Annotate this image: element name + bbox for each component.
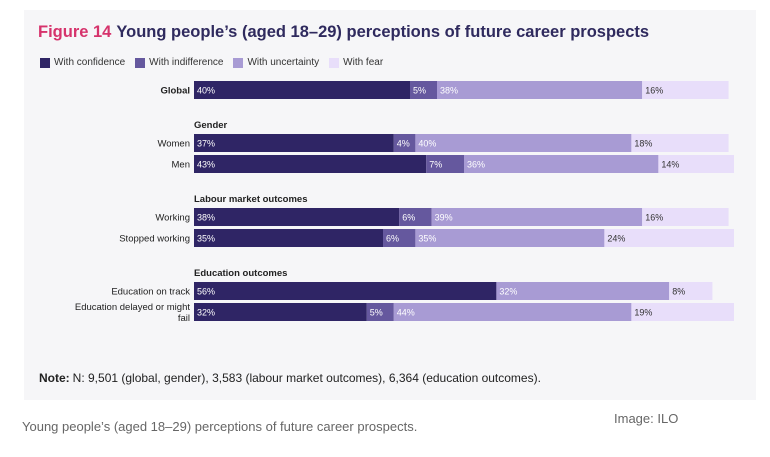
bar-segment: [194, 81, 410, 99]
figure-title-text: Young people’s (aged 18–29) perceptions …: [116, 23, 650, 41]
figure-card: Figure 14 Young people’s (aged 18–29) per…: [24, 10, 756, 400]
legend-item: With indifference: [135, 57, 223, 68]
bar-segment: [464, 155, 659, 173]
bar-segment: [631, 303, 734, 321]
data-label: 7%: [429, 160, 442, 170]
bar-segment: [393, 134, 416, 152]
data-label: 16%: [645, 213, 663, 223]
category-label: Men: [172, 160, 190, 171]
data-label: 35%: [197, 234, 215, 244]
bar-segment: [194, 134, 394, 152]
data-label: 44%: [397, 308, 415, 318]
bar-segment: [194, 303, 367, 321]
bar-segment: [426, 155, 464, 173]
data-label: 16%: [645, 86, 663, 96]
note-label: Note:: [39, 371, 70, 385]
bar-segment: [496, 282, 670, 300]
bar-segment: [658, 155, 734, 173]
figure-label: Figure 14: [38, 23, 112, 41]
legend-swatch: [40, 57, 50, 68]
legend-label: With indifference: [149, 57, 224, 68]
data-label: 19%: [634, 308, 652, 318]
bar-segment: [642, 208, 729, 226]
category-label: fail: [178, 313, 190, 324]
data-label: 8%: [672, 287, 685, 297]
data-label: 37%: [197, 139, 215, 149]
legend-swatch: [329, 57, 340, 68]
stacked-bar-chart: Global 40% 5% 38% 16% Gender Women 37% 4% 40% 18% M…: [75, 81, 734, 324]
data-label: 56%: [197, 287, 215, 297]
note-text: N: 9,501 (global, gender), 3,583 (labour…: [72, 371, 541, 385]
image-credit: Image: ILO: [614, 411, 679, 426]
bar-segment: [642, 81, 729, 99]
data-label: 14%: [661, 160, 679, 170]
bar-segment: [437, 81, 643, 99]
data-label: 38%: [197, 213, 215, 223]
group-heading: Labour market outcomes: [194, 194, 308, 205]
data-label: 39%: [435, 213, 453, 223]
bar-segment: [393, 303, 632, 321]
data-label: 24%: [607, 234, 625, 244]
data-label: 32%: [499, 287, 517, 297]
bar-segment: [669, 282, 713, 300]
bar-segment: [415, 134, 632, 152]
data-label: 6%: [386, 234, 399, 244]
legend-swatch: [233, 57, 244, 68]
bar-segment: [194, 155, 427, 173]
figure-note: Note: N: 9,501 (global, gender), 3,583 (l…: [39, 371, 541, 385]
legend-label: With confidence: [54, 57, 126, 68]
bar-segment: [415, 229, 605, 247]
figure-title: Figure 14 Young people’s (aged 18–29) per…: [38, 23, 649, 42]
bar-segment: [431, 208, 643, 226]
legend-item: With uncertainty: [233, 57, 319, 68]
category-label: Stopped working: [119, 234, 190, 245]
data-label: 4%: [397, 139, 410, 149]
bar-segment: [604, 229, 734, 247]
data-label: 5%: [370, 308, 383, 318]
category-label: Global: [160, 86, 190, 97]
data-label: 38%: [440, 86, 458, 96]
category-label: Working: [155, 213, 190, 224]
chart-legend: With confidence With indifference With unc…: [40, 57, 393, 68]
legend-swatch: [135, 57, 146, 68]
data-label: 5%: [413, 86, 426, 96]
category-label: Education on track: [111, 287, 190, 298]
data-label: 32%: [197, 308, 215, 318]
category-label: Education delayed or might: [75, 302, 190, 313]
data-label: 35%: [418, 234, 436, 244]
bar-segment: [631, 134, 729, 152]
legend-item: With fear: [329, 57, 383, 68]
group-heading: Gender: [194, 120, 228, 131]
legend-label: With uncertainty: [247, 57, 320, 68]
bar-segment: [194, 282, 497, 300]
legend-item: With confidence: [40, 57, 125, 68]
bar-segment: [410, 81, 437, 99]
group-heading: Education outcomes: [194, 268, 287, 279]
data-label: 40%: [418, 139, 436, 149]
bar-segment: [194, 229, 383, 247]
bar-segment: [194, 208, 400, 226]
bar-segment: [366, 303, 394, 321]
image-caption: Young people’s (aged 18–29) perceptions …: [22, 419, 418, 434]
data-label: 18%: [634, 139, 652, 149]
data-label: 43%: [197, 160, 215, 170]
bar-segment: [383, 229, 416, 247]
category-label: Women: [157, 139, 190, 150]
data-label: 6%: [402, 213, 415, 223]
data-label: 36%: [467, 160, 485, 170]
data-label: 40%: [197, 86, 215, 96]
legend-label: With fear: [343, 57, 384, 68]
bar-segment: [399, 208, 432, 226]
